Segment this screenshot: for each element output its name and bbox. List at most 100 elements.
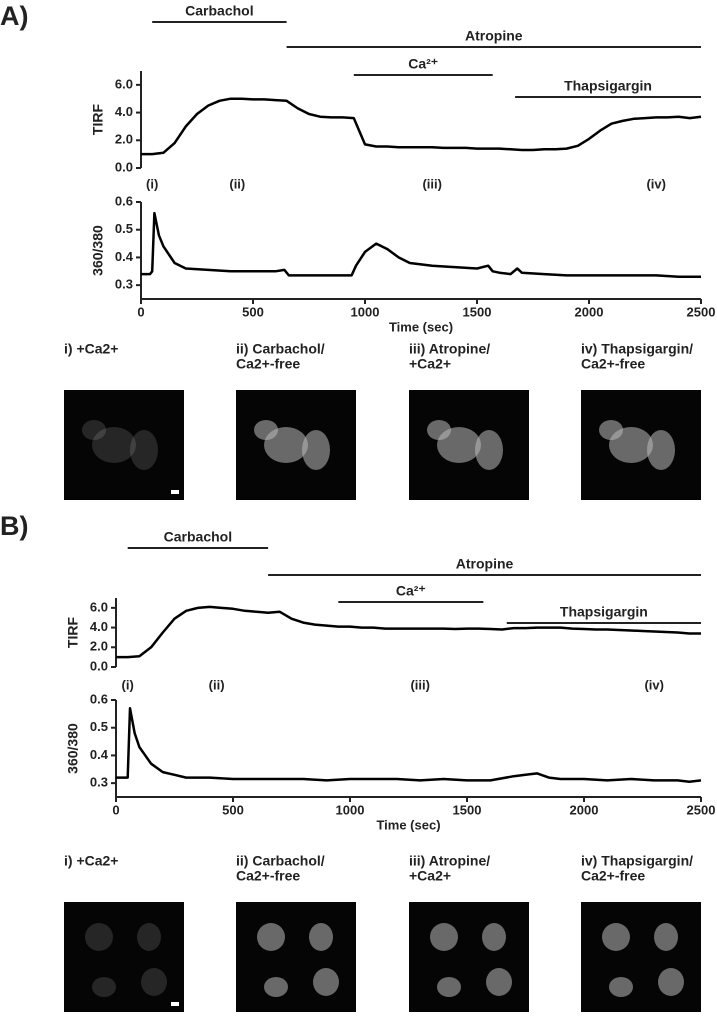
x-tick-label: 2000 [570, 802, 599, 817]
cell [313, 968, 339, 996]
cell [85, 923, 113, 951]
y-tick-label: 6.0 [115, 76, 133, 91]
image-caption: ii) Carbachol/ [236, 853, 325, 869]
cell [130, 430, 158, 470]
stage-label: (iii) [422, 176, 442, 191]
y-tick-label: 0.5 [115, 221, 133, 236]
treatment-label: Thapsigargin [560, 604, 648, 620]
treatment-label: Ca²⁺ [396, 583, 426, 599]
micrograph [64, 390, 184, 500]
micrograph [64, 902, 184, 1012]
image-caption: +Ca2+ [409, 356, 451, 372]
y-tick-label: 2.0 [90, 639, 108, 654]
image-caption: i) +Ca2+ [64, 341, 118, 357]
x-tick-label: 0 [112, 802, 119, 817]
x-tick-label: 0 [137, 304, 144, 319]
stage-label: (iv) [646, 176, 666, 191]
x-tick-label: 1500 [463, 304, 492, 319]
scale-bar [171, 1002, 179, 1006]
panel-label: B) [0, 511, 29, 541]
image-caption: Ca2+-free [236, 868, 300, 884]
y-tick-label: 6.0 [90, 599, 108, 614]
y-axis-label: 360/380 [65, 723, 81, 774]
image-caption: iii) Atropine/ [409, 341, 490, 357]
x-tick-label: 2500 [687, 802, 716, 817]
y-tick-label: 0.6 [115, 193, 133, 208]
x-tick-label: 2500 [687, 304, 716, 319]
y-tick-label: 0.3 [115, 277, 133, 292]
treatment-label: Carbachol [164, 529, 232, 545]
treatment-label: Atropine [465, 28, 523, 44]
stage-label: (iv) [644, 677, 664, 692]
cell [437, 977, 461, 997]
treatment-label: Ca²⁺ [408, 56, 438, 72]
cell [486, 968, 512, 996]
y-tick-label: 0.0 [90, 658, 108, 673]
cell [654, 923, 678, 951]
treatment-label: Thapsigargin [564, 78, 652, 94]
x-tick-label: 1000 [336, 802, 365, 817]
cell [92, 427, 136, 463]
micrograph [581, 390, 701, 500]
treatment-label: Carbachol [185, 3, 253, 19]
image-caption: iv) Thapsigargin/ [581, 853, 693, 869]
x-axis-label: Time (sec) [389, 319, 453, 334]
y-tick-label: 4.0 [115, 104, 133, 119]
micrograph-background [236, 902, 356, 1012]
micrograph [236, 902, 356, 1012]
micrograph [409, 902, 529, 1012]
x-tick-label: 500 [242, 304, 264, 319]
cell [82, 420, 106, 440]
cell [257, 923, 285, 951]
x-tick-label: 500 [222, 802, 244, 817]
micrograph-background [64, 902, 184, 1012]
cell [137, 923, 161, 951]
cell [430, 923, 458, 951]
y-tick-label: 0.4 [115, 249, 134, 264]
cell [599, 420, 623, 440]
stage-label: (iii) [410, 677, 430, 692]
y-axis-label: 360/380 [90, 225, 106, 276]
cell [647, 430, 675, 470]
stage-label: (ii) [209, 677, 225, 692]
cell [254, 420, 278, 440]
image-caption: ii) Carbachol/ [236, 341, 325, 357]
cell [482, 923, 506, 951]
cell [309, 923, 333, 951]
x-tick-label: 2000 [575, 304, 604, 319]
image-caption: iii) Atropine/ [409, 853, 490, 869]
y-tick-label: 0.0 [115, 159, 133, 174]
micrograph [236, 390, 356, 500]
stage-label: (i) [146, 176, 158, 191]
cell [602, 923, 630, 951]
x-tick-label: 1000 [351, 304, 380, 319]
micrograph-background [409, 902, 529, 1012]
micrograph [409, 390, 529, 500]
trace [141, 211, 701, 279]
image-caption: Ca2+-free [581, 356, 645, 372]
image-caption: Ca2+-free [236, 356, 300, 372]
micrograph-background [581, 902, 701, 1012]
treatment-label: Atropine [456, 556, 514, 572]
image-caption: iv) Thapsigargin/ [581, 341, 693, 357]
stage-label: (i) [122, 677, 134, 692]
panel-label: A) [0, 1, 29, 31]
cell [302, 430, 330, 470]
trace [141, 97, 702, 156]
y-tick-label: 0.3 [90, 775, 108, 790]
cell [609, 977, 633, 997]
y-tick-label: 0.5 [90, 719, 108, 734]
cell [475, 430, 503, 470]
image-caption: +Ca2+ [409, 868, 451, 884]
cell [658, 968, 684, 996]
y-tick-label: 2.0 [115, 132, 133, 147]
cell [427, 420, 451, 440]
y-axis-label: TIRF [90, 104, 106, 136]
cell [141, 968, 167, 996]
trace [116, 605, 701, 659]
x-tick-label: 1500 [453, 802, 482, 817]
cell [92, 977, 116, 997]
image-caption: i) +Ca2+ [64, 853, 118, 869]
image-caption: Ca2+-free [581, 868, 645, 884]
